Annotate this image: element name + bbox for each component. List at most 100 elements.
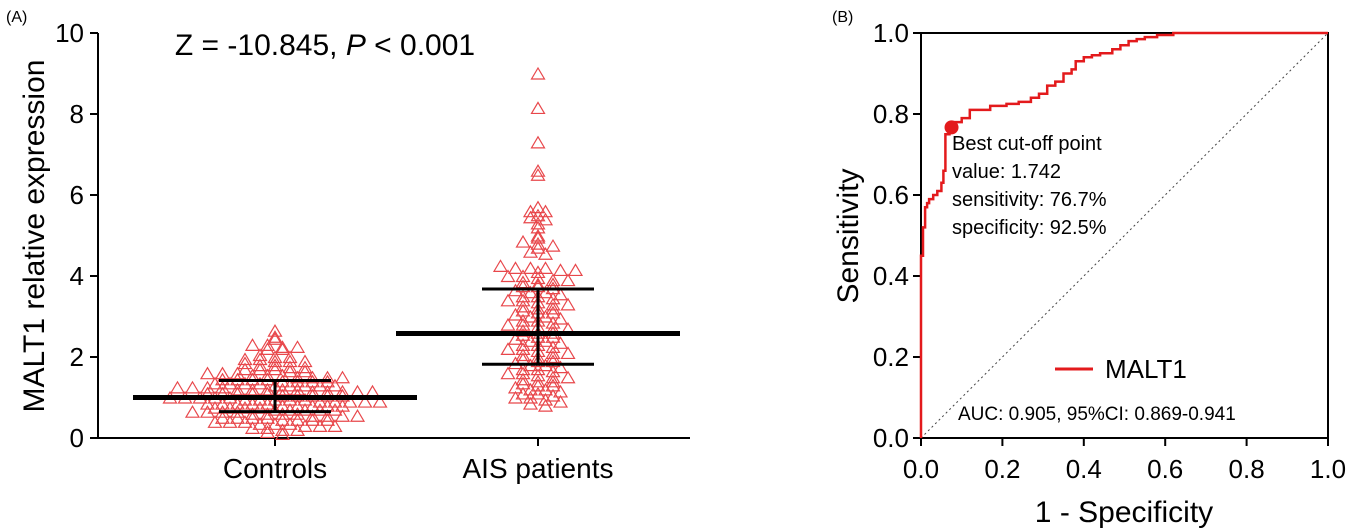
- panel-b-ylabel: Sensitivity: [832, 168, 865, 303]
- data-point: [282, 417, 298, 430]
- data-point: [289, 340, 306, 353]
- data-point: [252, 376, 268, 390]
- annotation-line-4: specificity: 92.5%: [952, 217, 1107, 239]
- panel-b-axes: 0.0 0.2 0.4 0.6 0.8 1.0 0.0 0.2 0.4 0.6 0.8 1.0: [873, 18, 1346, 484]
- data-point: [545, 305, 561, 319]
- data-point: [530, 200, 546, 214]
- y-tick-label: 6: [70, 180, 84, 210]
- data-point: [282, 354, 298, 368]
- data-point: [522, 245, 539, 258]
- data-point: [500, 342, 516, 355]
- data-point: [515, 303, 531, 317]
- data-point: [319, 370, 336, 384]
- data-point: [327, 402, 343, 416]
- data-point: [267, 323, 283, 337]
- data-point: [319, 413, 336, 426]
- data-point: [199, 380, 216, 394]
- data-point: [199, 404, 216, 418]
- data-point: [530, 66, 546, 80]
- data-point: [274, 342, 291, 355]
- data-point: [244, 411, 261, 424]
- x-tick-label: 0.6: [1147, 454, 1183, 484]
- x-tick-label: Controls: [223, 453, 327, 484]
- data-point: [545, 374, 561, 388]
- panel-b-annotation: Best cut-off point value: 1.742 sensitiv…: [952, 133, 1107, 239]
- data-point: [274, 340, 291, 353]
- data-point: [500, 269, 516, 283]
- x-tick-label: 0.8: [1229, 454, 1265, 484]
- data-point: [237, 352, 253, 366]
- data-point: [282, 378, 298, 392]
- data-point: [259, 411, 276, 424]
- auc-text: AUC: 0.905, 95%CI: 0.869-0.941: [958, 404, 1236, 425]
- panel-b-roc: [919, 31, 1328, 438]
- data-point: [214, 380, 231, 394]
- data-point: [244, 396, 261, 410]
- data-point: [537, 212, 554, 226]
- data-point: [530, 354, 546, 368]
- data-point: [207, 376, 223, 390]
- data-point: [522, 204, 539, 218]
- data-point: [507, 332, 524, 345]
- y-tick-label: 10: [55, 18, 84, 48]
- x-tick-label: 0.2: [984, 454, 1020, 484]
- data-point: [545, 350, 561, 364]
- data-point: [184, 380, 201, 394]
- data-point: [259, 425, 276, 439]
- data-point: [500, 293, 516, 307]
- data-point: [207, 400, 223, 414]
- x-tick-label: 1.0: [1310, 454, 1346, 484]
- data-point: [282, 402, 298, 416]
- data-point: [259, 421, 276, 434]
- data-point: [349, 409, 366, 422]
- data-point: [252, 362, 268, 376]
- data-point: [545, 238, 561, 252]
- data-point: [267, 354, 283, 368]
- data-point: [282, 364, 298, 378]
- data-point: [289, 407, 306, 420]
- panel-a-y-axis: 0 2 4 6 8 10: [55, 18, 99, 453]
- data-point: [297, 378, 313, 392]
- data-point: [522, 390, 539, 404]
- data-point: [515, 376, 531, 390]
- annotation-line-1: Best cut-off point: [952, 133, 1102, 155]
- annotation-line-2: value: 1.742: [952, 161, 1061, 183]
- data-point: [259, 396, 276, 410]
- data-point: [334, 370, 351, 384]
- data-point: [530, 164, 546, 177]
- data-point: [522, 261, 539, 274]
- annotation-line-3: sensitivity: 76.7%: [952, 189, 1107, 211]
- data-point: [237, 356, 253, 370]
- panel-a-x-axis: Controls AIS patients: [98, 437, 690, 484]
- data-point: [545, 378, 561, 392]
- data-point: [515, 293, 531, 307]
- data-point: [537, 261, 554, 274]
- data-point: [560, 346, 576, 360]
- data-point: [530, 135, 546, 149]
- data-point: [552, 263, 569, 277]
- reference-diagonal: [920, 32, 1329, 439]
- legend-label: MALT1: [1105, 354, 1187, 384]
- data-point: [169, 380, 186, 394]
- data-point: [530, 220, 546, 234]
- data-point: [530, 168, 546, 181]
- y-tick-label: 8: [70, 99, 84, 129]
- data-point: [500, 366, 516, 380]
- panel-b-label: (B): [832, 9, 853, 26]
- panel-a-ylabel: MALT1 relative expression: [18, 60, 51, 413]
- cutoff-point: [944, 120, 959, 135]
- data-point: [214, 366, 231, 380]
- data-point: [515, 234, 531, 248]
- data-point: [537, 334, 554, 347]
- data-point: [545, 354, 561, 368]
- y-tick-label: 0.8: [873, 99, 909, 129]
- data-point: [500, 317, 516, 331]
- data-point: [545, 273, 561, 287]
- data-point: [530, 101, 546, 115]
- data-point: [492, 259, 509, 272]
- y-tick-label: 0.0: [873, 423, 909, 453]
- x-tick-label: 0.0: [903, 454, 939, 484]
- data-point: [267, 358, 283, 372]
- data-point: [289, 382, 306, 396]
- data-point: [312, 378, 328, 392]
